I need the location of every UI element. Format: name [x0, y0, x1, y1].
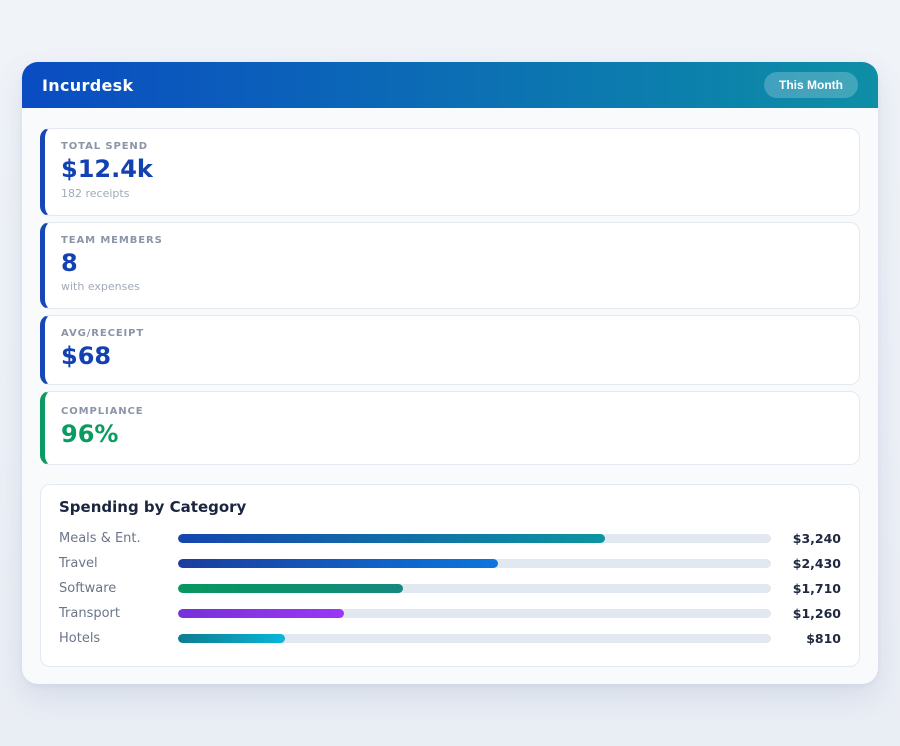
category-value: $810 — [806, 631, 841, 647]
spending-by-category-panel: Spending by Category Meals & Ent. $3,240… — [40, 484, 860, 668]
stat-value: 96% — [61, 419, 119, 448]
spend-row-meals: Meals & Ent. $3,240 — [59, 526, 841, 551]
stat-card-avg-receipt: AVG/RECEIPT $68 — [40, 315, 860, 385]
stat-label: COMPLIANCE — [61, 405, 144, 417]
category-value: $2,430 — [792, 556, 841, 572]
bar-track — [178, 559, 771, 569]
period-badge-button[interactable]: This Month — [764, 72, 858, 98]
dashboard-content: TOTAL SPEND $12.4k 182 receipts TEAM MEM… — [22, 108, 878, 684]
app-header: Incurdesk This Month — [22, 62, 878, 108]
panel-title: Spending by Category — [59, 498, 247, 517]
spend-row-hotels: Hotels $810 — [59, 626, 841, 651]
stat-subtext: 182 receipts — [61, 186, 130, 200]
category-label: Software — [59, 581, 117, 597]
app-title: Incurdesk — [42, 75, 134, 95]
category-value: $1,710 — [792, 581, 841, 597]
category-value: $3,240 — [792, 531, 841, 547]
category-label: Meals & Ent. — [59, 531, 141, 547]
bar-track — [178, 634, 771, 644]
bar-fill-software — [178, 584, 404, 594]
category-value: $1,260 — [792, 606, 841, 622]
bar-fill-meals — [178, 534, 605, 544]
stat-value: 8 — [61, 248, 78, 277]
stat-subtext: with expenses — [61, 280, 140, 294]
spend-row-transport: Transport $1,260 — [59, 601, 841, 626]
bar-track — [178, 584, 771, 594]
stat-label: AVG/RECEIPT — [61, 328, 145, 340]
bar-track — [178, 534, 771, 544]
category-label: Hotels — [59, 631, 101, 647]
bar-fill-travel — [178, 559, 499, 569]
spend-row-software: Software $1,710 — [59, 576, 841, 601]
category-label: Transport — [59, 606, 121, 622]
stat-value: $68 — [61, 342, 112, 371]
stat-card-team-members: TEAM MEMBERS 8 with expenses — [40, 221, 860, 310]
bar-track — [178, 609, 771, 619]
spend-row-travel: Travel $2,430 — [59, 551, 841, 576]
bar-fill-transport — [178, 609, 345, 619]
stat-card-total-spend: TOTAL SPEND $12.4k 182 receipts — [40, 128, 860, 216]
stat-card-compliance: COMPLIANCE 96% — [40, 390, 860, 466]
stat-value: $12.4k — [61, 155, 153, 183]
stat-label: TOTAL SPEND — [61, 141, 148, 152]
stat-label: TEAM MEMBERS — [61, 234, 163, 246]
dashboard-card: Incurdesk This Month TOTAL SPEND $12.4k … — [22, 62, 878, 684]
bar-fill-hotels — [178, 634, 285, 644]
category-label: Travel — [59, 556, 98, 572]
